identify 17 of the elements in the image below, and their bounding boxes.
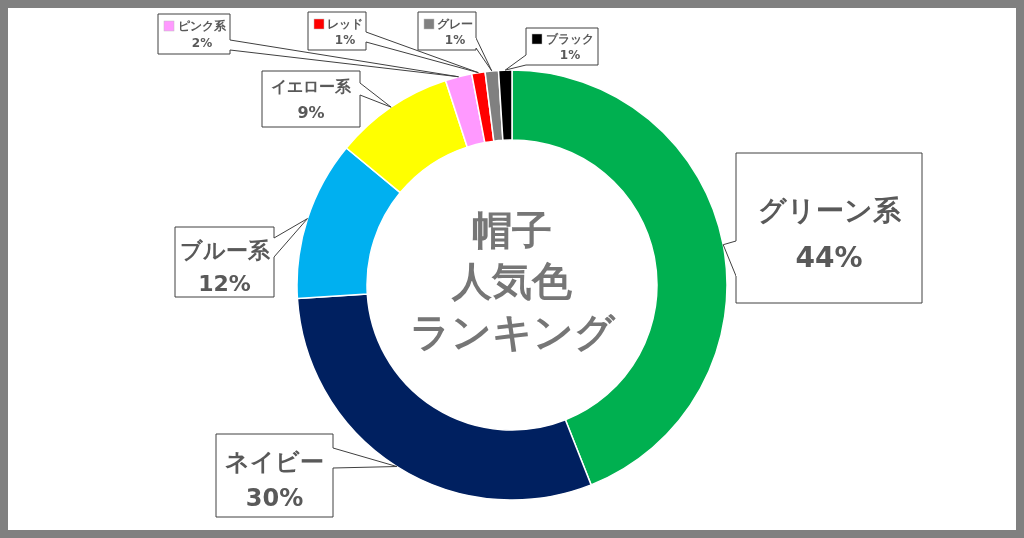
data-label: 1% — [559, 48, 581, 62]
text: 帽子人気色ランキング — [409, 207, 616, 355]
legend-label: グレー — [437, 17, 473, 31]
data-label: 2% — [191, 36, 213, 50]
slice-label: グリーン系 — [757, 193, 902, 227]
data-label: 30% — [245, 484, 304, 512]
legend-label: ピンク系 — [178, 19, 227, 33]
data-label: 44% — [795, 240, 863, 274]
data-label: 1% — [334, 33, 356, 47]
slice-label: ブルー系 — [179, 237, 271, 263]
data-label: 1% — [444, 33, 466, 47]
slice-label: ネイビー — [225, 448, 324, 476]
data-label: 12% — [198, 270, 251, 296]
slice-label: イエロー系 — [271, 76, 352, 96]
data-label: 9% — [297, 102, 325, 122]
legend-label: ブラック — [546, 32, 594, 46]
legend-label: レッド — [327, 17, 363, 31]
